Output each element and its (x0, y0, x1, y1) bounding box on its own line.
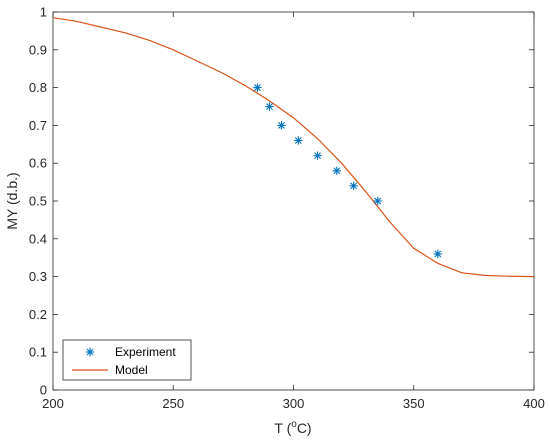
legend-label-experiment: Experiment (115, 345, 176, 359)
series-line-model (52, 17, 535, 278)
x-axis-label-main: T ( (274, 420, 291, 436)
y-tick-label: 0.9 (29, 42, 47, 57)
data-point-experiment (313, 151, 322, 160)
data-point-experiment (433, 249, 442, 259)
y-tick-label: 0.8 (29, 80, 47, 95)
plot-area (52, 11, 535, 391)
y-tick-label: 0.2 (29, 307, 47, 322)
y-tick-label: 1 (40, 5, 47, 20)
data-point-experiment (277, 121, 286, 130)
legend-box (62, 339, 192, 381)
series-layer (52, 17, 535, 278)
x-tick-label: 200 (42, 396, 64, 411)
legend-asterisk (85, 347, 95, 357)
y-tick-label: 0.7 (29, 118, 47, 133)
legend-label-model: Model (115, 363, 148, 377)
y-tick-label: 0.5 (29, 194, 47, 209)
x-ticks: 200 250 300 350 400 (42, 12, 545, 411)
y-tick-label: 0 (40, 383, 47, 398)
data-point-experiment (373, 196, 382, 206)
data-point-experiment (349, 181, 358, 191)
y-tick-label: 0.3 (29, 269, 47, 284)
legend-marker-experiment (85, 347, 95, 357)
data-point-experiment (294, 136, 303, 145)
x-axis-label: T (oC) (274, 419, 311, 436)
x-tick-label: 400 (523, 396, 545, 411)
y-ticks: 0 0.1 0.2 0.3 0.4 0.5 0.6 0.7 0.8 0.9 1 (29, 5, 534, 398)
y-tick-label: 0.6 (29, 156, 47, 171)
y-axis-label: MY (d.b.) (4, 172, 20, 229)
data-point-experiment (332, 166, 341, 175)
legend: Experiment Model (62, 339, 192, 381)
x-tick-label: 350 (403, 396, 425, 411)
data-point-experiment (265, 102, 274, 111)
data-point-experiment (253, 83, 262, 92)
x-tick-label: 300 (283, 396, 305, 411)
x-tick-label: 250 (162, 396, 184, 411)
y-tick-label: 0.1 (29, 345, 47, 360)
x-axis-label-tail: C) (297, 420, 312, 436)
x-axis-label-superscript: o (291, 419, 297, 430)
y-tick-label: 0.4 (29, 231, 47, 246)
